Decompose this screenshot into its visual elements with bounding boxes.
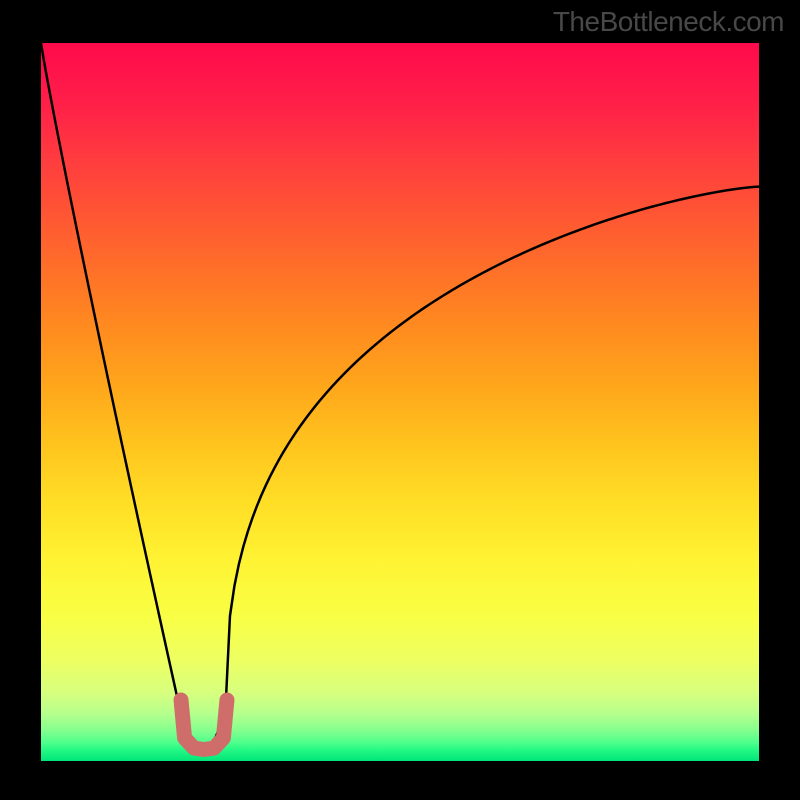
figure-stage: TheBottleneck.com [0, 0, 800, 800]
gradient-panel [41, 43, 759, 761]
bottleneck-chart [0, 0, 800, 800]
watermark-text: TheBottleneck.com [553, 6, 784, 38]
